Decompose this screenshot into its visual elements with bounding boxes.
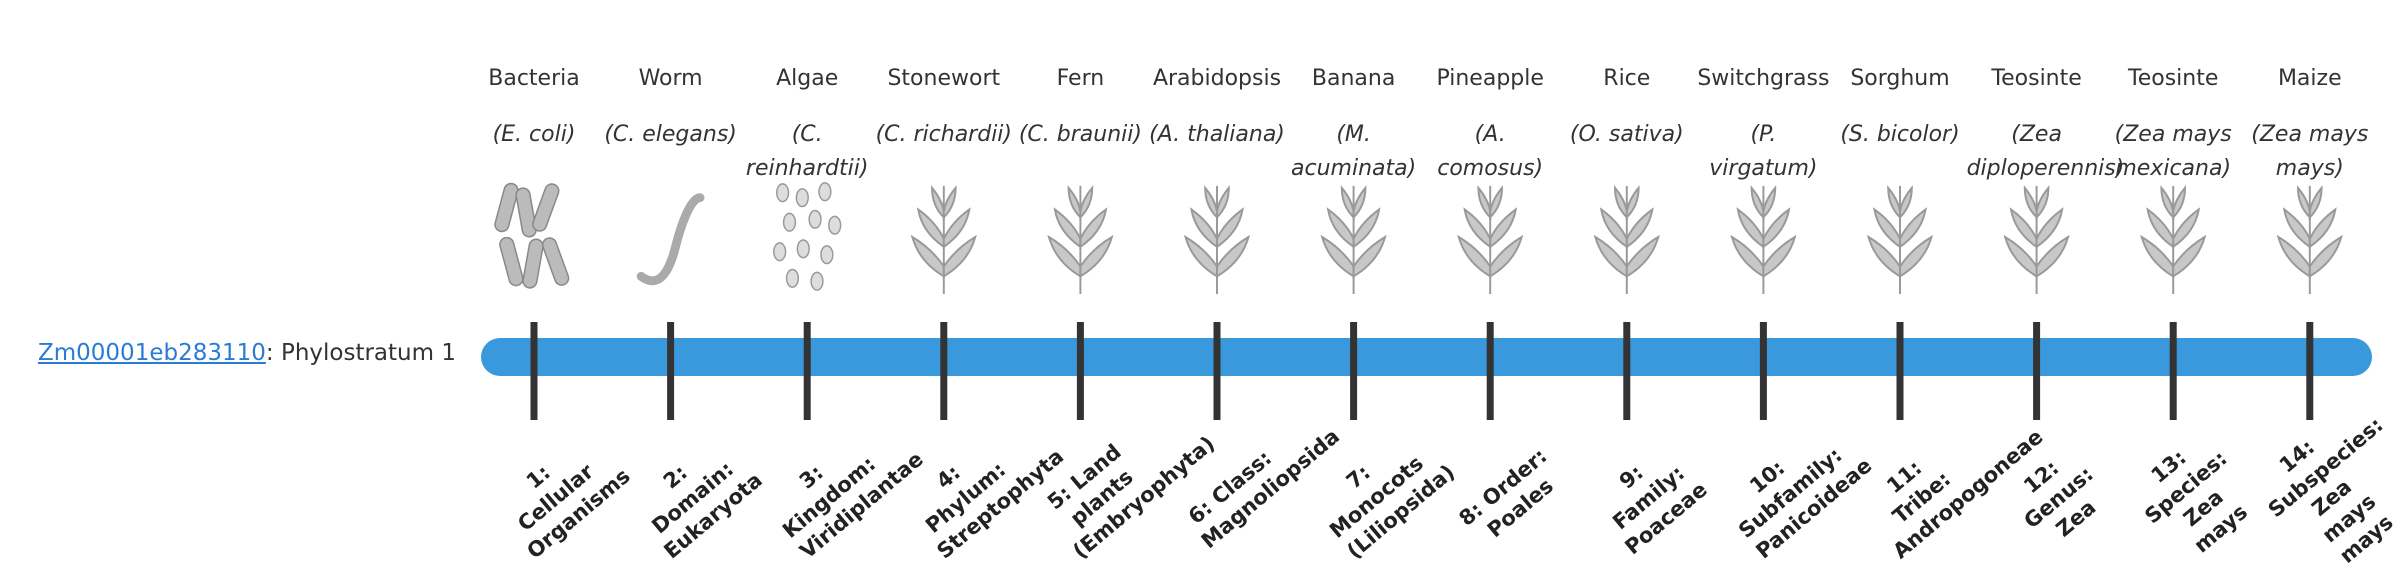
- organism-illustration: [1047, 184, 1113, 296]
- organism-species: (O. sativa): [1569, 122, 1684, 147]
- phylostratum-label: : Phylostratum 1: [265, 340, 456, 366]
- organism-name: Bacteria: [488, 66, 580, 91]
- organism-name: Banana: [1311, 66, 1396, 91]
- organism-illustration: [2004, 184, 2070, 296]
- organism-name: Fern: [1056, 66, 1105, 91]
- organism-species: (M. acuminata): [1291, 122, 1417, 181]
- organism-illustration: [1184, 184, 1250, 296]
- organism-illustration: [773, 182, 842, 291]
- organism-illustration: [1730, 184, 1796, 296]
- organism-species: (Zea diploperennis): [1966, 122, 2125, 181]
- timeline-bar: [481, 338, 2372, 376]
- organism-species: (C. richardii): [875, 122, 1013, 147]
- organism-species: (P. virgatum): [1709, 122, 1818, 181]
- organism-illustration: [1594, 184, 1660, 296]
- organism-illustration: [2140, 184, 2206, 296]
- organism-name: Worm: [638, 66, 703, 91]
- organism-name: Stonewort: [887, 66, 1001, 91]
- organism-species: (C. reinhardtii): [745, 122, 869, 181]
- organism-species: (C. elegans): [604, 122, 737, 147]
- organism-name: Arabidopsis: [1152, 66, 1282, 91]
- organism-name: Teosinte: [2128, 66, 2219, 91]
- gene-link[interactable]: Zm00001eb283110: [38, 340, 266, 366]
- organism-illustration: [494, 181, 572, 290]
- organism-illustration: [641, 198, 700, 281]
- organism-illustration: [1867, 184, 1933, 296]
- organism-species: (A. thaliana): [1149, 122, 1285, 147]
- organism-species: (Zea mays mexicana): [2114, 122, 2232, 181]
- organism-species: (A. comosus): [1437, 122, 1544, 181]
- gene-label: Zm00001eb283110: Phylostratum 1: [38, 340, 456, 366]
- organism-illustration: [1457, 184, 1523, 296]
- organism-name: Sorghum: [1850, 66, 1950, 91]
- organism-illustration: [2277, 184, 2343, 296]
- organism-species: (C. braunii): [1018, 122, 1142, 147]
- organism-species: (E. coli): [492, 122, 576, 147]
- organism-name: Pineapple: [1436, 66, 1544, 91]
- organism-species: (Zea mays mays): [2251, 122, 2369, 181]
- organism-name: Maize: [2277, 66, 2342, 91]
- organism-species: (S. bicolor): [1840, 122, 1960, 147]
- organism-name: Rice: [1603, 66, 1651, 91]
- organism-illustration: [911, 184, 977, 296]
- organism-name: Switchgrass: [1697, 66, 1830, 91]
- organism-illustration: [1321, 184, 1387, 296]
- organism-name: Teosinte: [1991, 66, 2082, 91]
- organism-name: Algae: [776, 66, 839, 91]
